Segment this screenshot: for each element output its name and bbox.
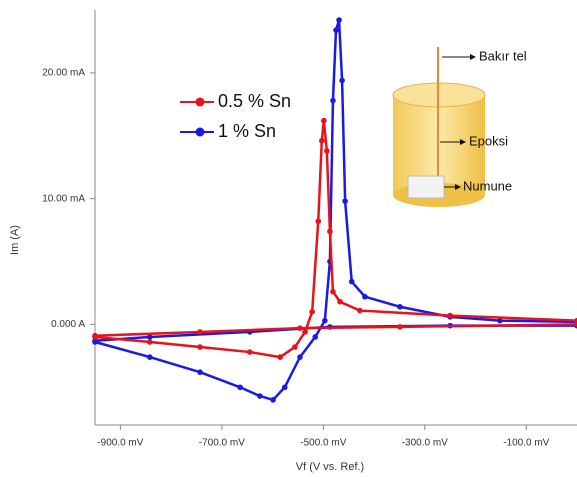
data-point [270,397,276,403]
legend-marker [195,97,205,107]
arrow-head [470,54,476,60]
data-point [318,137,325,144]
arrow-head [460,139,466,145]
data-point [197,329,203,335]
data-point [447,312,453,319]
x-tick-label: -100.0 mV [503,438,549,449]
data-point [277,354,283,360]
data-point [197,369,203,375]
legend-label: 0.5 % Sn [218,91,291,111]
data-point [321,117,327,124]
plot-area [95,10,577,425]
data-point [315,218,322,225]
data-point [339,77,345,84]
data-point [309,309,315,315]
y-tick-label: 0.000 A [51,319,85,330]
data-point [246,349,253,355]
data-point [297,354,303,360]
data-point [574,321,577,328]
x-tick-label: -700.0 mV [199,438,245,449]
data-point [322,317,328,324]
x-tick-label: -900.0 mV [97,438,143,449]
y-tick-label: 20.00 mA [42,68,85,79]
y-axis-label: Im (A) [9,225,21,255]
arrow-head [455,184,461,190]
specimen [407,175,445,199]
x-axis-label: Vf (V vs. Ref.) [296,461,364,473]
data-point [281,384,288,391]
annotation: Numune [463,178,512,193]
data-point [324,148,330,154]
data-point [342,198,348,204]
data-point [292,344,298,350]
data-point [146,354,153,360]
data-point [146,334,153,340]
data-point [197,344,203,350]
y-tick-label: 10.00 mA [42,193,85,204]
sample-diagram: Bakır tel Epoksi Numune [392,47,527,207]
data-point [333,27,339,33]
data-point [330,97,336,104]
legend-marker [195,127,205,137]
legend-label: 1 % Sn [218,121,276,141]
data-point [327,228,333,235]
data-point [330,288,336,295]
data-point [348,278,355,285]
data-point [497,317,503,324]
data-point [146,339,153,345]
data-point [297,325,303,331]
data-point [302,329,308,335]
data-point [397,324,403,330]
x-tick-label: -300.0 mV [402,438,448,449]
data-point [337,298,343,305]
data-point [357,307,363,314]
data-point [257,393,263,399]
annotation: Bakır tel [479,48,527,63]
x-tick-label: -500.0 mV [300,438,346,449]
data-point [237,384,243,391]
data-point [362,293,368,300]
annotation: Epoksi [469,133,508,148]
data-point [92,332,98,339]
data-point [397,303,403,310]
data-point [312,334,318,340]
data-point [336,17,342,23]
